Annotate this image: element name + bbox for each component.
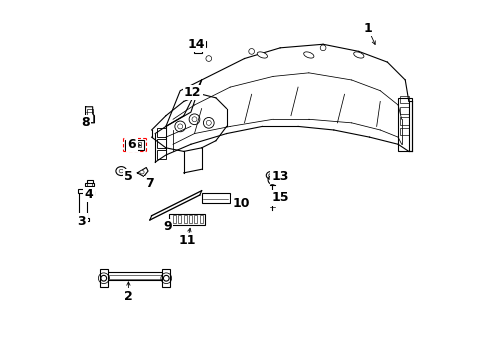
Ellipse shape: [353, 52, 363, 58]
Bar: [200, 215, 203, 223]
Text: 4: 4: [84, 188, 93, 201]
Bar: [162, 269, 170, 287]
Ellipse shape: [119, 169, 123, 173]
Ellipse shape: [194, 48, 201, 51]
Bar: [85, 183, 94, 186]
Bar: [78, 217, 88, 221]
Ellipse shape: [270, 175, 272, 176]
Bar: [201, 193, 230, 203]
Bar: [108, 275, 162, 279]
Bar: [78, 189, 88, 193]
Ellipse shape: [140, 170, 144, 174]
Bar: [157, 139, 165, 148]
Bar: [169, 214, 205, 225]
Ellipse shape: [268, 174, 273, 177]
Bar: [178, 215, 181, 223]
Bar: [127, 142, 130, 148]
Bar: [86, 180, 93, 196]
Text: 7: 7: [145, 177, 154, 190]
Ellipse shape: [303, 52, 313, 58]
Bar: [173, 215, 176, 223]
Text: 15: 15: [271, 192, 288, 204]
Ellipse shape: [266, 171, 276, 179]
Polygon shape: [85, 107, 94, 123]
Text: 1: 1: [363, 22, 371, 35]
Text: 8: 8: [81, 116, 90, 129]
Ellipse shape: [257, 52, 267, 58]
Text: 10: 10: [232, 197, 249, 210]
Text: 2: 2: [124, 289, 133, 303]
Text: 9: 9: [163, 220, 172, 233]
Bar: [135, 142, 137, 148]
Bar: [397, 98, 411, 152]
Bar: [80, 191, 87, 221]
Bar: [399, 96, 408, 103]
Bar: [102, 272, 165, 280]
Bar: [399, 117, 408, 125]
Text: 6: 6: [127, 138, 136, 151]
Text: 13: 13: [271, 170, 288, 183]
Bar: [138, 142, 141, 148]
Text: 5: 5: [124, 170, 133, 183]
Bar: [399, 128, 408, 135]
Bar: [124, 140, 144, 150]
Bar: [87, 183, 91, 193]
Text: 12: 12: [183, 86, 201, 99]
Text: 11: 11: [178, 234, 196, 247]
Bar: [85, 192, 94, 195]
Text: 3: 3: [78, 215, 86, 228]
Text: 14: 14: [187, 38, 204, 51]
Bar: [399, 107, 408, 114]
Bar: [157, 150, 165, 158]
Bar: [194, 215, 197, 223]
Bar: [157, 128, 165, 137]
Bar: [194, 47, 201, 53]
Bar: [183, 215, 186, 223]
Polygon shape: [137, 167, 148, 176]
Ellipse shape: [188, 86, 199, 94]
Bar: [189, 215, 192, 223]
Bar: [86, 109, 93, 122]
Ellipse shape: [116, 167, 126, 176]
Bar: [190, 41, 205, 47]
Bar: [100, 269, 107, 287]
Bar: [131, 142, 134, 148]
Ellipse shape: [191, 88, 196, 92]
